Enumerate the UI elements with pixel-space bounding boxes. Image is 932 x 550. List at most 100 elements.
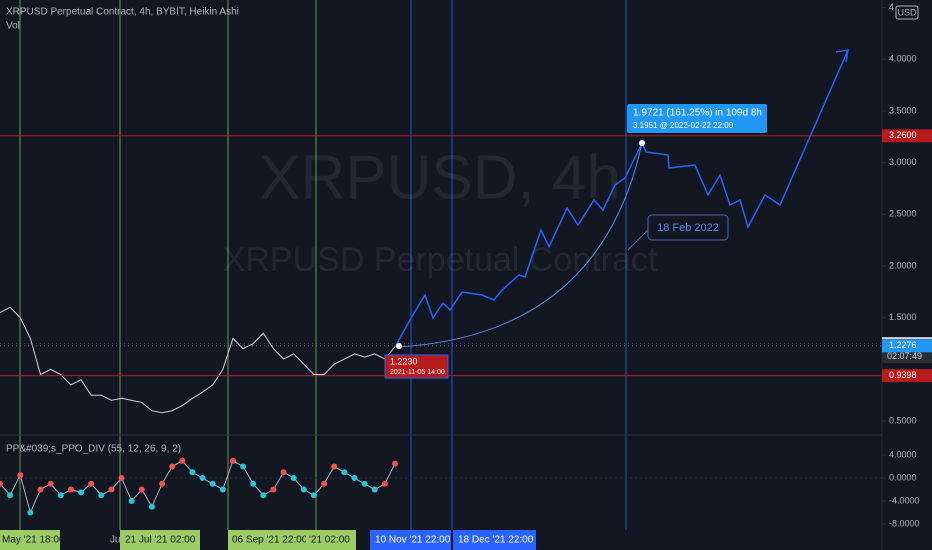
x-label-box <box>370 530 451 550</box>
countdown: 02:07:49 <box>887 351 922 361</box>
oscillator-dot <box>300 486 307 493</box>
oscillator-dot <box>219 486 226 493</box>
x-label: 18 Dec '21 22:00 <box>458 535 534 546</box>
price-label: 1.2276 <box>889 340 917 350</box>
oscillator-dot <box>7 492 14 499</box>
oscillator-dot <box>209 480 216 487</box>
price-axis <box>882 0 932 550</box>
oscillator-dot <box>128 498 135 505</box>
x-label: '21 02:00 <box>309 535 350 546</box>
oscillator-dot <box>118 475 125 482</box>
price-label-box <box>882 129 932 143</box>
x-label-box <box>453 530 536 550</box>
y-tick-label: 4.0000 <box>889 54 917 64</box>
oscillator-dot <box>0 480 3 487</box>
oscillator-dot <box>108 486 115 493</box>
x-label: 06 Sep '21 22:00 <box>232 535 308 546</box>
oscillator-dot <box>67 486 74 493</box>
price-label-box <box>882 339 932 353</box>
start-price: 1.2230 <box>390 356 418 366</box>
projection-path <box>394 49 849 348</box>
measure-detail: 3.1951 @ 2022-02-22 22:00 <box>633 121 734 130</box>
y2-tick-label: 0.0000 <box>889 472 917 482</box>
oscillator-dot <box>179 457 186 464</box>
subtitle: Vol <box>6 21 20 32</box>
x-label: 10 Nov '21 22:00 <box>375 535 451 546</box>
price-label: 3.2600 <box>889 130 917 140</box>
oscillator-dot <box>240 463 247 470</box>
y-tick-label: 1.5000 <box>889 312 917 322</box>
oscillator-dot <box>310 492 317 499</box>
oscillator-dot <box>88 480 95 487</box>
x-label-box <box>0 530 60 550</box>
y2-tick-label: -4.0000 <box>889 495 920 505</box>
oscillator-dot <box>27 509 34 516</box>
oscillator-dot <box>351 475 358 482</box>
price-line <box>0 306 396 414</box>
x-label-box <box>120 530 200 550</box>
oscillator-dot <box>57 492 64 499</box>
y-tick-label: 3.0000 <box>889 157 917 167</box>
projection-arrow <box>835 49 849 63</box>
y-tick-label: 2.0000 <box>889 260 917 270</box>
oscillator-dot <box>341 469 348 476</box>
start-box <box>384 354 449 379</box>
oscillator-dot <box>189 469 196 476</box>
oscillator-dot <box>371 486 378 493</box>
chart-title: XRPUSD Perpetual Contract, 4h, BYBIT, He… <box>6 7 239 18</box>
x-axis: May '21 18:00 Jul 21 Jul '21 02:00 06 Se… <box>0 530 536 550</box>
currency-badge <box>895 5 919 20</box>
oscillator-dot <box>260 492 267 499</box>
x-label: 21 Jul '21 02:00 <box>125 535 196 546</box>
y-tick-label: 0.5000 <box>889 415 917 425</box>
handle <box>396 343 402 349</box>
oscillator-dot <box>37 486 44 493</box>
oscillator-dot <box>78 489 85 496</box>
start-date: 2021-11-05 14:00 <box>390 369 445 376</box>
oscillator-dot <box>17 472 24 479</box>
oscillator-dot <box>270 486 277 493</box>
oscillator-dot <box>250 480 257 487</box>
oscillator-dot <box>98 492 105 499</box>
watermark-subtitle: XRPUSD Perpetual Contract <box>223 241 658 279</box>
oscillator-dot <box>361 480 368 487</box>
y-tick-label: 2.5000 <box>889 209 917 219</box>
x-label-box <box>306 530 356 550</box>
y-tick-label: 3.5000 <box>889 105 917 115</box>
watermark: XRPUSD, 4h <box>259 143 621 212</box>
oscillator-dot <box>169 463 176 470</box>
measure-box <box>627 104 767 133</box>
oscillator-title: PP&#039;s_PPO_DIV (55, 12, 26, 9, 2) <box>6 444 181 455</box>
oscillator-dot <box>148 503 155 510</box>
x-label: May '21 18:00 <box>2 535 65 546</box>
y-tick-label: 4 <box>889 2 894 12</box>
oscillator-dot <box>159 480 166 487</box>
price-label: 0.9398 <box>889 370 917 380</box>
oscillator-dot <box>47 480 54 487</box>
oscillator-dot <box>381 480 388 487</box>
oscillator-dot <box>321 480 328 487</box>
y2-tick-label: -8.0000 <box>889 518 920 528</box>
measure-text: 1.9721 (161.25%) in 109d 8h <box>633 108 762 119</box>
date-note-box <box>647 214 729 241</box>
oscillator-line <box>0 460 396 515</box>
oscillator-dot <box>280 469 287 476</box>
arc <box>397 142 643 348</box>
price-label-box <box>882 369 932 383</box>
oscillator-dot <box>199 475 206 482</box>
currency: USD <box>897 7 917 17</box>
date-note: 18 Feb 2022 <box>657 222 719 234</box>
oscillator-dot <box>138 486 145 493</box>
oscillator-dot <box>331 463 338 470</box>
x-label: Jul <box>110 535 123 546</box>
vertical-lines <box>19 0 627 530</box>
oscillator-dot <box>392 460 398 467</box>
y2-tick-label: 4.0000 <box>889 449 917 459</box>
oscillator-dot <box>290 475 297 482</box>
handle <box>639 140 645 146</box>
x-label-box <box>228 530 306 550</box>
note-pointer <box>627 229 649 251</box>
oscillator-dot <box>229 457 236 464</box>
